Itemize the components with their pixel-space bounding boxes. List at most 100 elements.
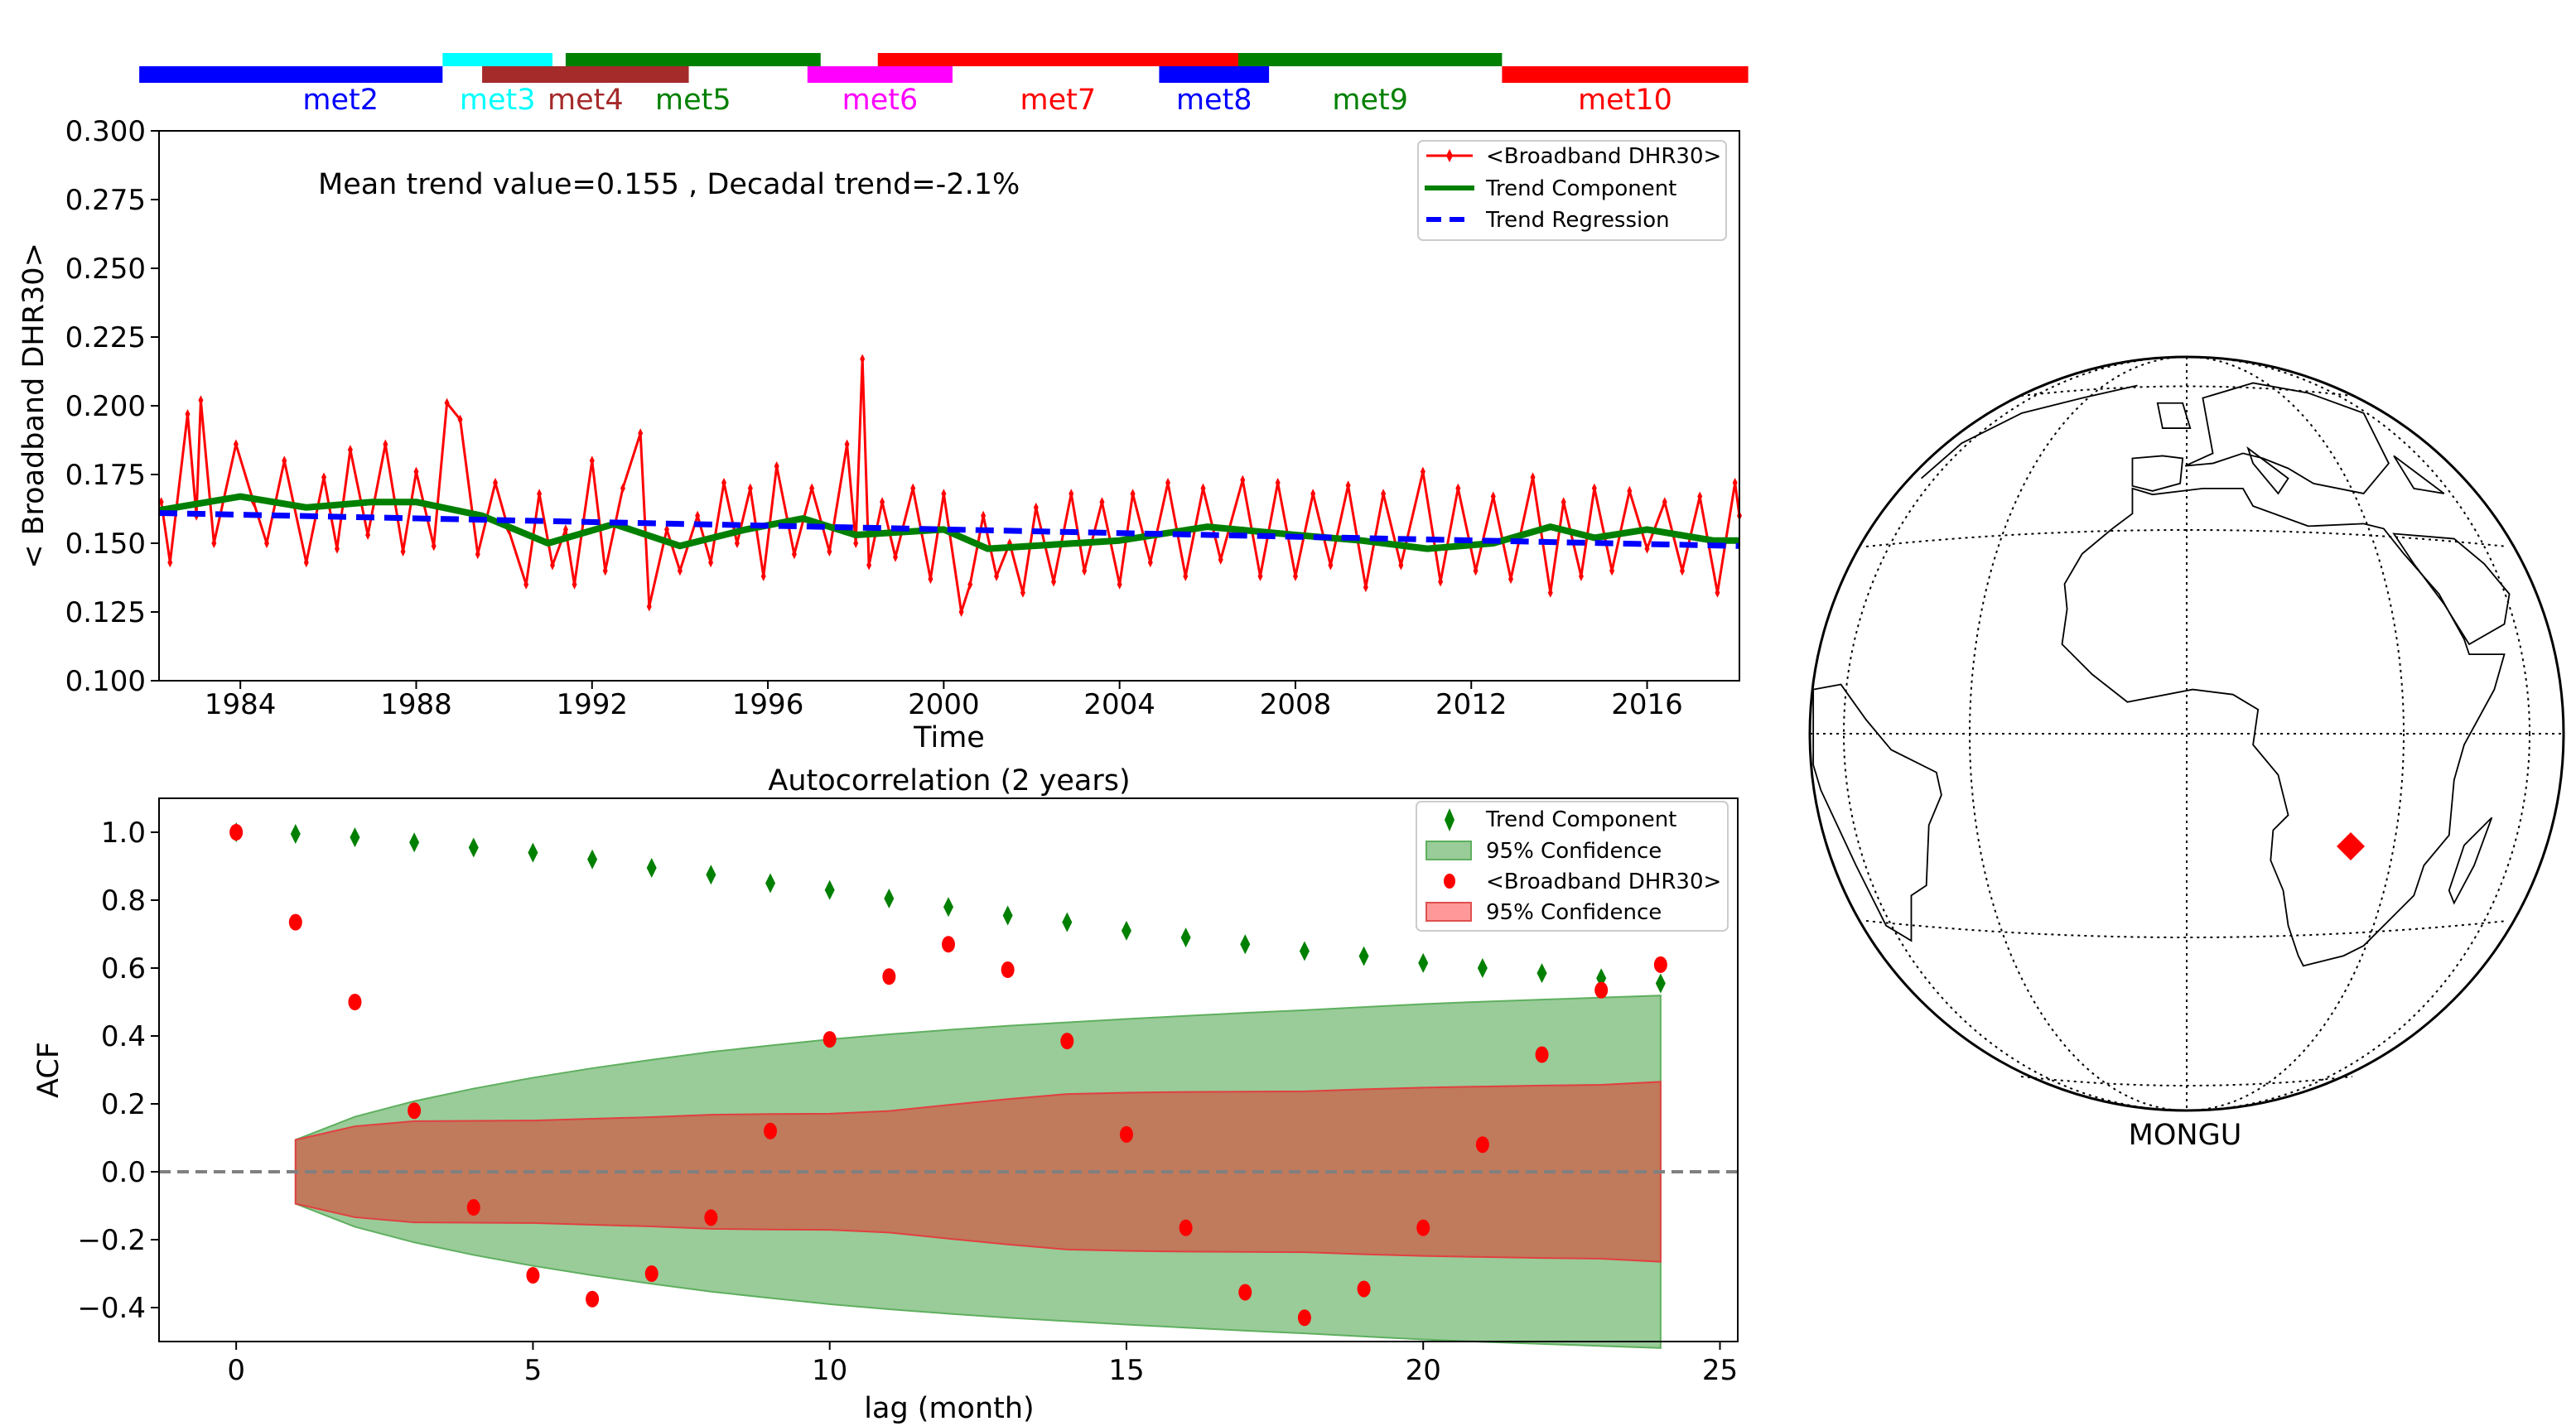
x-tick-label: 15: [1108, 1354, 1144, 1387]
x-tick-label: 1988: [380, 688, 452, 721]
dhr30-point: [334, 543, 340, 554]
sensor-label-met3: met3: [460, 84, 536, 117]
dhr30-point: [958, 607, 964, 617]
dhr30-point: [967, 579, 973, 590]
legend-marker-trend: [1445, 808, 1454, 831]
dhr30-point: [493, 477, 499, 488]
sensor-bar-met6: [807, 66, 953, 83]
dhr30-point: [1420, 466, 1425, 477]
dhr30-point: [572, 579, 577, 590]
dhr30-acf-point: [764, 1122, 778, 1139]
dhr30-point: [233, 439, 239, 450]
sensor-bar-met5: [565, 53, 821, 66]
dhr30-point: [1490, 491, 1496, 502]
dhr30-acf-point: [348, 994, 362, 1010]
y-tick-label: 0.250: [65, 253, 146, 286]
time-series-xlabel: Time: [913, 721, 985, 754]
italy-coast: [2246, 446, 2289, 495]
trend-acf-point: [884, 888, 895, 908]
dhr30-acf-point: [1475, 1136, 1489, 1154]
dhr30-point: [444, 397, 450, 408]
dhr30-point: [853, 538, 859, 548]
x-tick-label: 5: [524, 1354, 543, 1387]
dhr30-point: [708, 557, 714, 568]
sensor-bar-met7: [877, 53, 1238, 66]
legend-swatch-trend-band: [1425, 841, 1472, 860]
dhr30-point: [941, 489, 947, 499]
dhr30-point: [365, 530, 371, 541]
dhr30-point: [880, 497, 885, 508]
legend-frame: [1417, 140, 1727, 241]
uk-coast: [2156, 402, 2192, 429]
coastlines: [1812, 382, 2511, 967]
dhr30-point: [475, 549, 480, 560]
sensor-bar-met4: [482, 66, 689, 83]
greenland-coast: [1921, 384, 2138, 479]
x-tick-label: 2004: [1083, 688, 1155, 721]
dhr30-point: [1662, 497, 1667, 508]
acf-panel: 0 5 10 15 20 25 −0.4 −0.2 0.0 0.2 0.4 0.6 0.8 1.0 Aut…: [32, 764, 1739, 1425]
sensor-bar-met8: [1159, 66, 1270, 83]
trend-acf-point: [1536, 963, 1547, 984]
dhr30-point: [1732, 477, 1738, 488]
dhr30-point: [321, 472, 327, 483]
dhr30-line: [160, 359, 1741, 613]
dhr30-point: [523, 579, 529, 590]
sensor-timeline: met2 met3 met4 met5 met6 met7 met8 met9 met10: [139, 53, 1749, 117]
trend-acf-point: [528, 842, 538, 863]
dhr30-point: [809, 483, 815, 494]
dhr30-acf-point: [586, 1290, 600, 1308]
legend-marker-dhr30: [1446, 149, 1453, 162]
dhr30-point: [1345, 480, 1351, 491]
south-america-coast: [1812, 683, 1942, 942]
legend-label-dhr30: <Broadband DHR30>: [1486, 870, 1721, 894]
dhr30-point: [638, 428, 644, 439]
dhr30-point: [1130, 489, 1136, 499]
dhr30-point: [1697, 491, 1703, 502]
legend-marker-dhr30: [1444, 874, 1455, 889]
madagascar-coast: [2448, 817, 2493, 905]
sensor-bar-met9: [1237, 53, 1503, 66]
trend-acf-point: [587, 849, 598, 870]
dhr30-point: [928, 574, 933, 585]
y-tick-label: 0.0: [101, 1156, 146, 1189]
y-tick-label: 0.275: [65, 184, 146, 217]
time-series-panel: 1984 1988 1992 1996 2000 2004 2008 2012 2016 0.10…: [17, 115, 1742, 754]
dhr30-point: [1547, 587, 1553, 598]
dhr30-point: [1328, 560, 1334, 571]
acf-ylabel: ACF: [32, 1042, 65, 1098]
legend-label-trend-band: 95% Confidence: [1486, 839, 1662, 864]
y-tick-label: 0.150: [65, 528, 146, 561]
station-label: MONGU: [2129, 1119, 2242, 1152]
dhr30-point: [589, 455, 595, 466]
legend-swatch-dhr30-band: [1425, 902, 1472, 922]
dhr30-acf-point: [288, 913, 302, 931]
dhr30-point: [1609, 566, 1615, 576]
dhr30-acf-point: [1119, 1125, 1133, 1143]
dhr30-point: [866, 560, 872, 571]
time-series-annotation: Mean trend value=0.155 , Decadal trend=-…: [318, 168, 1020, 201]
dhr30-acf-point: [942, 936, 955, 953]
legend-label-trend: Trend Component: [1485, 807, 1676, 832]
y-tick-label: −0.4: [77, 1292, 146, 1325]
dhr30-point: [1578, 571, 1584, 581]
x-tick-label: 2000: [908, 688, 980, 721]
dhr30-point: [282, 455, 287, 466]
dhr30-point: [1165, 477, 1171, 488]
x-tick-label: 25: [1702, 1354, 1738, 1387]
x-tick-label: 2012: [1435, 688, 1507, 721]
trend-acf-point: [646, 858, 657, 879]
dhr30-point: [994, 571, 1000, 581]
dhr30-point: [167, 557, 173, 568]
sensor-label-met10: met10: [1578, 84, 1672, 117]
dhr30-point: [1508, 574, 1514, 585]
dhr30-acf-point: [408, 1102, 422, 1120]
dhr30-point: [1051, 576, 1057, 587]
dhr30-point: [827, 546, 832, 556]
trend-acf-point: [765, 873, 776, 894]
sensor-bar-met2: [139, 66, 443, 83]
sensor-label-met8: met8: [1176, 84, 1252, 117]
dhr30-point: [1310, 489, 1316, 499]
y-tick-label: 0.300: [65, 115, 146, 148]
